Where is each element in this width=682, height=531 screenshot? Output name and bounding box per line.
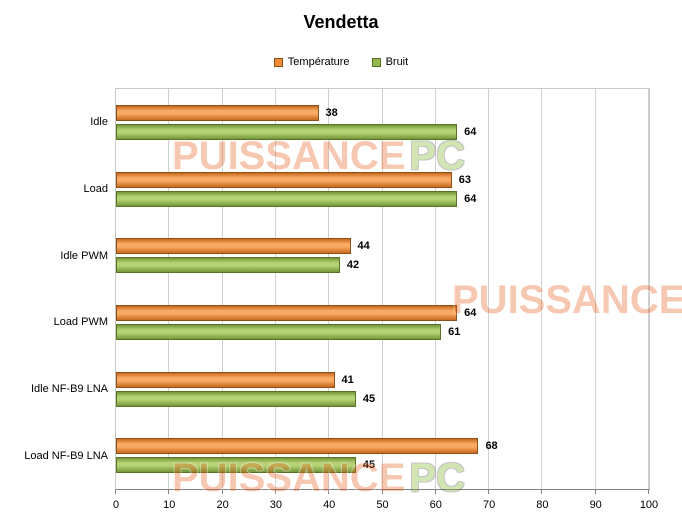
x-axis-tick-label: 40 <box>323 499 336 511</box>
x-axis-tick-label: 90 <box>589 499 602 511</box>
gridline <box>274 89 276 489</box>
x-axis-tick-label: 100 <box>639 499 659 511</box>
bar-bruit <box>116 123 458 140</box>
x-axis-tick-label: 0 <box>112 499 120 511</box>
legend-swatch-bruit <box>371 57 381 67</box>
x-axis-tick <box>434 490 436 494</box>
gridline <box>381 89 383 489</box>
x-axis-tick <box>541 490 543 494</box>
gridline <box>648 89 649 489</box>
x-axis-tick-label: 30 <box>269 499 283 511</box>
x-axis-tick <box>168 490 170 494</box>
x-axis-tick <box>221 490 223 494</box>
x-axis-tick <box>381 490 383 494</box>
value-label: 41 <box>341 373 354 386</box>
gridline <box>594 89 596 489</box>
category-label: Idle <box>90 116 108 129</box>
x-axis-tick <box>115 490 116 494</box>
gridline <box>328 89 330 489</box>
x-axis-tick-label: 20 <box>216 499 229 511</box>
value-label: 64 <box>464 192 477 205</box>
bar-temperature <box>116 104 319 121</box>
bar-temperature <box>116 438 479 455</box>
x-axis-tick <box>648 490 649 494</box>
bar-bruit <box>116 190 458 207</box>
x-axis-tick <box>488 490 490 494</box>
chart-legend: Température Bruit <box>0 56 682 68</box>
value-label: 44 <box>357 240 370 253</box>
chart-title: Vendetta <box>303 12 379 32</box>
gridline <box>541 89 543 489</box>
value-label: 45 <box>362 459 376 472</box>
bar-temperature <box>116 304 458 321</box>
bar-bruit <box>116 323 442 340</box>
category-label: Load NF-B9 LNA <box>24 449 108 462</box>
legend-swatch-temperature <box>273 57 283 67</box>
legend-item-bruit: Bruit <box>371 56 409 68</box>
value-label: 64 <box>464 125 477 138</box>
x-axis-tick <box>594 490 596 494</box>
x-axis-tick <box>274 490 276 494</box>
value-label: 68 <box>485 440 498 453</box>
x-axis-tick-label: 70 <box>482 499 496 511</box>
legend-item-temperature: Température <box>273 56 350 68</box>
bar-temperature <box>116 171 452 188</box>
x-axis-tick <box>328 490 330 494</box>
category-label: Idle NF-B9 LNA <box>30 383 108 395</box>
x-axis-tick-label: 50 <box>376 499 389 511</box>
category-label: Load PWM <box>53 316 108 329</box>
gridline <box>221 89 223 489</box>
x-axis-tick-label: 80 <box>536 499 549 511</box>
value-label: 42 <box>346 259 360 272</box>
x-axis-tick-label: 60 <box>429 499 442 511</box>
gridline <box>168 89 170 489</box>
x-axis-tick-label: 10 <box>163 499 176 511</box>
value-label: 64 <box>464 306 477 319</box>
bar-temperature <box>116 371 335 388</box>
legend-label-bruit: Bruit <box>385 56 409 68</box>
gridline <box>488 89 490 489</box>
value-label: 63 <box>458 173 472 186</box>
legend-label-temperature: Température <box>287 56 350 68</box>
category-label: Idle PWM <box>60 249 108 262</box>
value-label: 38 <box>325 106 338 119</box>
bar-bruit <box>116 457 356 474</box>
bar-bruit <box>116 390 356 407</box>
plot-area: 0 10 20 30 40 50 60 70 80 90 100 Idle 38 64 Load 63 64 Id… <box>24 88 658 511</box>
value-label: 45 <box>362 392 376 405</box>
bar-bruit <box>116 257 340 274</box>
gridline <box>434 89 436 489</box>
value-label: 61 <box>448 325 461 338</box>
bar-temperature <box>116 238 351 255</box>
category-label: Load <box>83 183 108 195</box>
